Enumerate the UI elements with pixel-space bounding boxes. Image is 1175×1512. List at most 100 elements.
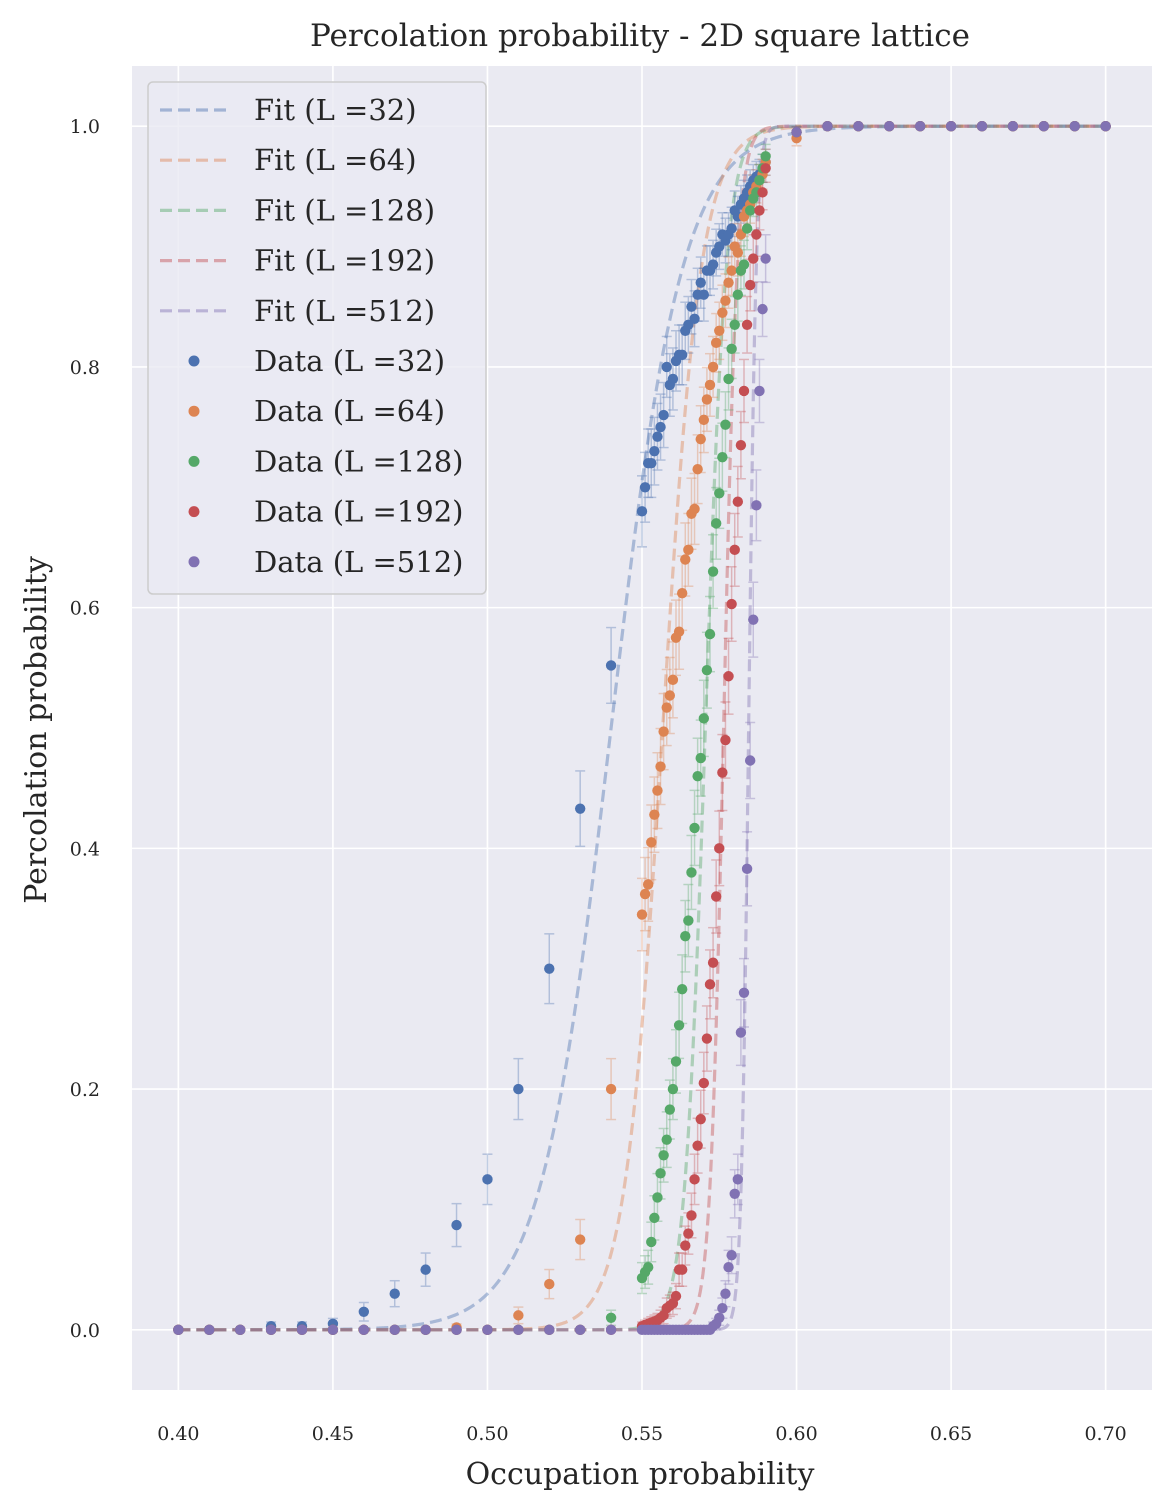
data-point-L64: [605, 1083, 617, 1095]
data-point-L64: [680, 554, 691, 565]
data-point-L512: [265, 1324, 277, 1336]
data-point-L32: [639, 482, 651, 493]
data-point-L512: [744, 755, 756, 766]
y-axis-label: Percolation probability: [19, 556, 54, 904]
data-point-L128: [738, 259, 750, 270]
data-point-L64: [639, 888, 651, 900]
data-point-L32: [605, 660, 617, 671]
data-point-L64: [646, 837, 657, 848]
data-point-L128: [744, 205, 756, 216]
data-point-L128: [760, 151, 771, 162]
legend-data-label-L512: Data (L =512): [254, 545, 463, 579]
x-tick-label: 0.55: [621, 1423, 663, 1445]
data-point-L128: [729, 319, 740, 330]
data-point-L512: [358, 1324, 370, 1336]
data-point-L192: [698, 1077, 710, 1089]
y-tick-label: 0.0: [70, 1320, 100, 1342]
legend-data-swatch-L64: [188, 405, 200, 417]
data-point-L32: [726, 223, 737, 234]
data-point-L32: [389, 1288, 400, 1299]
data-point-L512: [389, 1324, 400, 1336]
data-point-L128: [717, 451, 728, 463]
data-point-L512: [451, 1324, 462, 1336]
data-point-L128: [754, 175, 765, 186]
data-point-L64: [704, 379, 716, 391]
data-point-L192: [707, 957, 719, 968]
data-point-L512: [420, 1324, 431, 1336]
data-point-L512: [574, 1324, 586, 1336]
data-point-L128: [680, 931, 691, 942]
data-point-L512: [791, 127, 802, 138]
data-point-L128: [673, 1020, 685, 1031]
data-point-L32: [658, 409, 669, 421]
data-point-L128: [695, 752, 706, 764]
data-point-L128: [689, 822, 700, 834]
legend-data-label-L192: Data (L =192): [254, 495, 463, 529]
legend: Fit (L =32) Fit (L =64) Fit (L =128) Fit (L…: [147, 81, 487, 595]
data-point-L64: [717, 307, 728, 318]
data-point-L128: [707, 566, 719, 577]
chart-title: Percolation probability - 2D square latt…: [310, 18, 970, 54]
data-point-L192: [676, 1264, 688, 1275]
legend-fit-label-L128: Fit (L =128): [254, 193, 435, 227]
data-point-L128: [720, 419, 731, 430]
data-point-L64: [664, 690, 676, 701]
data-point-L512: [1069, 120, 1080, 132]
data-point-L192: [714, 843, 725, 854]
data-point-L64: [689, 503, 700, 515]
data-point-L32: [636, 506, 648, 517]
legend-data-label-L128: Data (L =128): [254, 444, 463, 478]
data-point-L512: [914, 120, 926, 132]
data-point-L128: [698, 713, 710, 724]
data-point-L64: [667, 674, 679, 686]
data-point-L32: [667, 373, 679, 385]
data-point-L512: [735, 1027, 747, 1038]
data-point-L192: [732, 496, 744, 507]
data-point-L512: [741, 863, 753, 875]
data-point-L512: [945, 120, 957, 132]
data-point-L64: [649, 809, 660, 820]
data-point-L192: [760, 163, 771, 174]
legend-data-swatch-L512: [188, 556, 200, 568]
y-tick-label: 0.4: [70, 838, 100, 860]
data-point-L128: [741, 223, 753, 234]
y-tick-label: 0.2: [70, 1079, 100, 1101]
y-tick-labels: 0.0 0.2 0.4 0.6 0.8 1.0: [70, 116, 100, 1342]
y-tick-label: 1.0: [70, 116, 100, 138]
data-point-L64: [652, 785, 663, 796]
data-point-L192: [720, 734, 731, 746]
data-point-L64: [683, 544, 694, 556]
x-tick-label: 0.70: [1084, 1423, 1126, 1445]
data-point-L32: [649, 445, 660, 457]
data-point-L512: [757, 303, 768, 315]
data-point-L64: [642, 879, 654, 890]
data-point-L192: [757, 187, 768, 198]
data-point-L32: [661, 361, 672, 373]
data-point-L64: [673, 626, 685, 637]
data-point-L512: [732, 1174, 744, 1185]
data-point-L512: [822, 120, 833, 132]
data-point-L512: [605, 1324, 617, 1336]
data-point-L32: [695, 277, 706, 288]
data-point-L64: [707, 361, 719, 373]
data-point-L512: [723, 1262, 734, 1273]
data-point-L192: [748, 253, 759, 264]
data-point-L32: [698, 289, 710, 300]
x-tick-label: 0.50: [466, 1423, 508, 1445]
data-point-L512: [729, 1188, 740, 1200]
data-point-L512: [726, 1249, 737, 1261]
data-point-L512: [1100, 120, 1111, 132]
data-point-L192: [689, 1174, 700, 1185]
legend-data-label-L32: Data (L =32): [254, 344, 445, 378]
data-point-L64: [714, 325, 725, 336]
data-point-L192: [701, 1033, 713, 1044]
data-point-L128: [670, 1056, 682, 1067]
data-point-L128: [667, 1083, 679, 1095]
data-point-L512: [738, 987, 750, 998]
data-point-L32: [482, 1174, 493, 1185]
legend-data-swatch-L32: [188, 355, 200, 367]
data-point-L192: [744, 279, 756, 291]
legend-data-swatch-L128: [188, 455, 200, 467]
data-point-L192: [710, 891, 722, 902]
data-point-L512: [544, 1324, 555, 1336]
